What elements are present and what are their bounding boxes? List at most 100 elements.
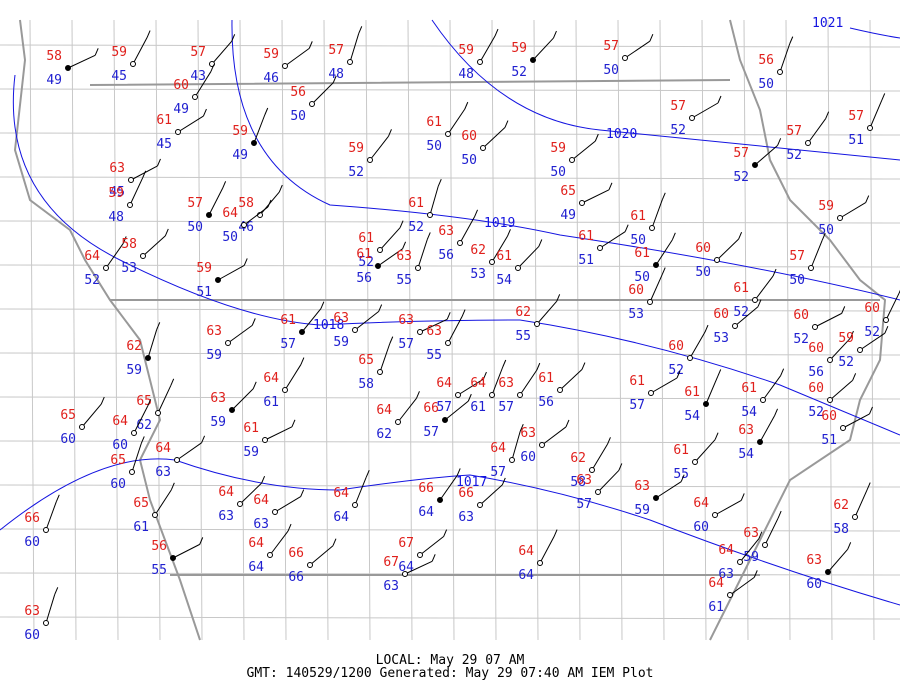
county-line <box>659 19 665 641</box>
county-line <box>533 19 539 641</box>
dewpoint: 57 <box>629 398 645 413</box>
wind-barb-flag <box>556 294 561 302</box>
wind-barb-flag <box>94 48 99 56</box>
station-circle <box>282 63 288 69</box>
station: 60 51 <box>821 406 873 448</box>
county-line <box>701 19 707 641</box>
wind-barb-flag <box>624 224 629 232</box>
wind-barb-flag <box>777 138 782 146</box>
temperature: 57 <box>187 196 203 211</box>
wind-barb-flag <box>740 493 745 501</box>
wind-barb <box>651 199 663 229</box>
dewpoint: 50 <box>818 223 834 238</box>
isobar-label: 1018 <box>313 318 344 333</box>
temperature: 63 <box>210 391 226 406</box>
wind-barb <box>301 308 322 333</box>
station: 59 48 <box>458 28 499 82</box>
wind-barb <box>689 331 706 359</box>
wind-barb-flag <box>649 34 654 42</box>
temperature: 67 <box>383 555 399 570</box>
temperature: 57 <box>848 109 864 124</box>
station-circle <box>752 297 758 303</box>
station: 59 50 <box>550 133 599 180</box>
dewpoint: 59 <box>210 415 226 430</box>
dewpoint: 61 <box>470 400 486 415</box>
dewpoint: 62 <box>376 427 392 442</box>
station: 61 52 <box>408 178 442 235</box>
station-circle <box>647 299 653 305</box>
wind-barb <box>839 202 866 219</box>
station-circle <box>489 392 495 398</box>
station: 66 66 <box>288 538 337 585</box>
dewpoint: 57 <box>498 400 514 415</box>
station: 63 55 <box>396 232 431 288</box>
wind-barb-flag <box>538 239 543 247</box>
station: 57 50 <box>789 232 826 288</box>
temperature: 65 <box>133 496 149 511</box>
wind-barb-flag <box>606 437 611 445</box>
temperature: 57 <box>670 99 686 114</box>
dewpoint: 50 <box>187 220 203 235</box>
wind-barb <box>511 431 521 461</box>
wind-barb-flag <box>714 432 719 440</box>
wind-barb-flag <box>264 107 269 116</box>
temperature: 60 <box>713 307 729 322</box>
temperature: 64 <box>218 485 234 500</box>
wind-barb <box>243 206 269 226</box>
dewpoint: 60 <box>112 438 128 453</box>
temperature: 59 <box>348 141 364 156</box>
wind-barb <box>599 231 626 249</box>
wind-barb-flag <box>661 192 666 201</box>
station: 60 53 <box>628 267 666 322</box>
station-circle <box>262 437 268 443</box>
station-circle <box>155 410 161 416</box>
state-border <box>13 19 201 641</box>
dewpoint: 50 <box>290 109 306 124</box>
wind-barb-flag <box>55 494 60 503</box>
wind-barb <box>349 33 360 63</box>
wind-barb-flag <box>661 267 666 275</box>
wind-barb <box>177 115 204 133</box>
wind-barb <box>211 41 233 65</box>
station-circle <box>65 65 71 71</box>
wind-barb-flag <box>388 129 392 137</box>
station-circle <box>79 424 85 430</box>
dewpoint: 57 <box>398 337 414 352</box>
station: 57 50 <box>603 34 654 78</box>
wind-barb <box>539 536 555 564</box>
temperature: 57 <box>733 146 749 161</box>
dewpoint: 52 <box>668 363 684 378</box>
dewpoint: 64 <box>418 505 434 520</box>
wind-barb-flag <box>332 75 337 83</box>
station-circle <box>427 212 433 218</box>
station-circle <box>445 340 451 346</box>
wind-barb <box>655 481 682 499</box>
dewpoint: 59 <box>206 348 222 363</box>
station: 64 63 <box>253 489 305 532</box>
dewpoint: 58 <box>570 475 586 490</box>
wind-barb-flag <box>431 554 436 562</box>
dewpoint: 55 <box>426 348 442 363</box>
wind-barb <box>379 227 401 251</box>
wind-barb <box>154 489 172 516</box>
wind-barb <box>581 189 610 204</box>
dewpoint: 64 <box>518 568 534 583</box>
temperature: 58 <box>238 196 254 211</box>
dewpoint: 49 <box>560 208 576 223</box>
temperature: 59 <box>458 43 474 58</box>
county-line <box>0 396 900 400</box>
dewpoint: 50 <box>634 270 650 285</box>
station-circle <box>352 327 358 333</box>
temperature: 61 <box>629 374 645 389</box>
wind-barb <box>227 324 253 344</box>
station-circle <box>237 501 243 507</box>
temperature: 64 <box>253 493 269 508</box>
dewpoint: 62 <box>136 418 152 433</box>
wind-barb-flag <box>252 381 257 389</box>
temperature: 64 <box>84 249 100 264</box>
station: 57 50 <box>187 181 227 235</box>
wind-barb-flag <box>201 435 206 443</box>
dewpoint: 60 <box>24 535 40 550</box>
